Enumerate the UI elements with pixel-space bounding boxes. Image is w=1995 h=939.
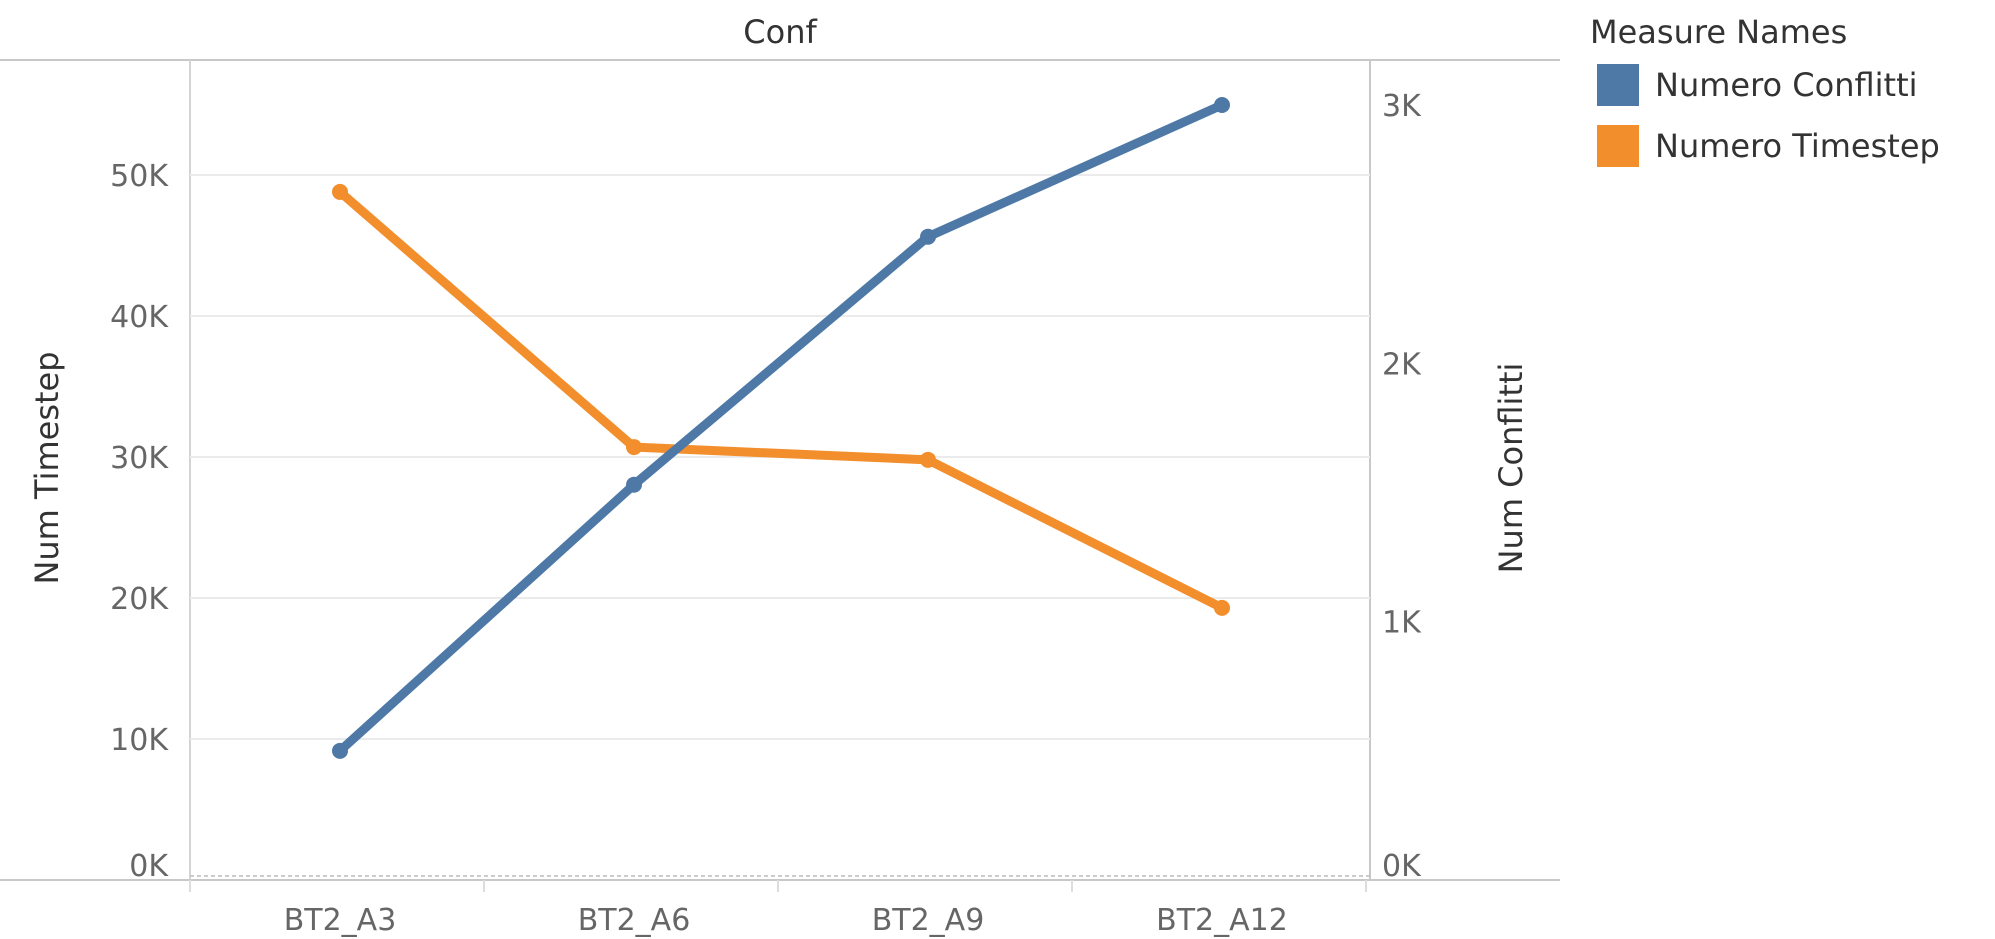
data-point-numero-conflitti <box>332 742 348 759</box>
right-tick-label: 3K <box>1382 89 1422 124</box>
data-point-numero-timestep <box>626 439 642 456</box>
series-group <box>332 97 1230 759</box>
left-tick-label: 10K <box>110 723 169 758</box>
legend-swatch <box>1597 64 1639 106</box>
series-line-numero-conflitti <box>335 100 1227 756</box>
legend-label: Numero Timestep <box>1655 127 1940 165</box>
left-axis-title: Num Timestep <box>28 351 66 584</box>
right-axis-title: Num Conflitti <box>1492 363 1530 574</box>
data-point-numero-conflitti <box>626 476 642 493</box>
legend-label: Numero Conflitti <box>1655 66 1918 104</box>
left-tick-label: 0K <box>129 849 169 884</box>
right-tick-label: 1K <box>1382 606 1422 641</box>
legend: Numero Conflitti Numero Timestep <box>1597 64 1940 167</box>
data-point-numero-timestep <box>920 451 936 468</box>
chart-title: Conf <box>743 13 817 51</box>
x-tick-label: BT2_A3 <box>284 903 397 938</box>
right-axis-ticks: 0K 1K 2K 3K <box>1382 89 1422 884</box>
left-axis-ticks: 0K 10K 20K 30K 40K 50K <box>110 159 169 884</box>
right-tick-label: 0K <box>1382 849 1422 884</box>
left-tick-label: 50K <box>110 159 169 194</box>
series-line-numero-timestep <box>335 187 1227 613</box>
legend-title: Measure Names <box>1590 13 1847 51</box>
left-tick-label: 30K <box>110 441 169 476</box>
data-point-numero-timestep <box>1214 599 1230 616</box>
x-axis-ticks: BT2_A3 BT2_A6 BT2_A9 BT2_A12 <box>284 903 1288 938</box>
x-tick-label: BT2_A12 <box>1156 903 1288 938</box>
data-point-numero-conflitti <box>1214 97 1230 113</box>
x-tick-label: BT2_A9 <box>872 903 985 938</box>
data-point-numero-conflitti <box>920 228 936 245</box>
right-tick-label: 2K <box>1382 347 1422 382</box>
data-point-numero-timestep <box>332 183 348 200</box>
left-tick-label: 40K <box>110 300 169 335</box>
left-tick-label: 20K <box>110 582 169 617</box>
chart-frame <box>0 59 1560 892</box>
x-tick-label: BT2_A6 <box>578 903 691 938</box>
legend-swatch <box>1597 125 1639 167</box>
